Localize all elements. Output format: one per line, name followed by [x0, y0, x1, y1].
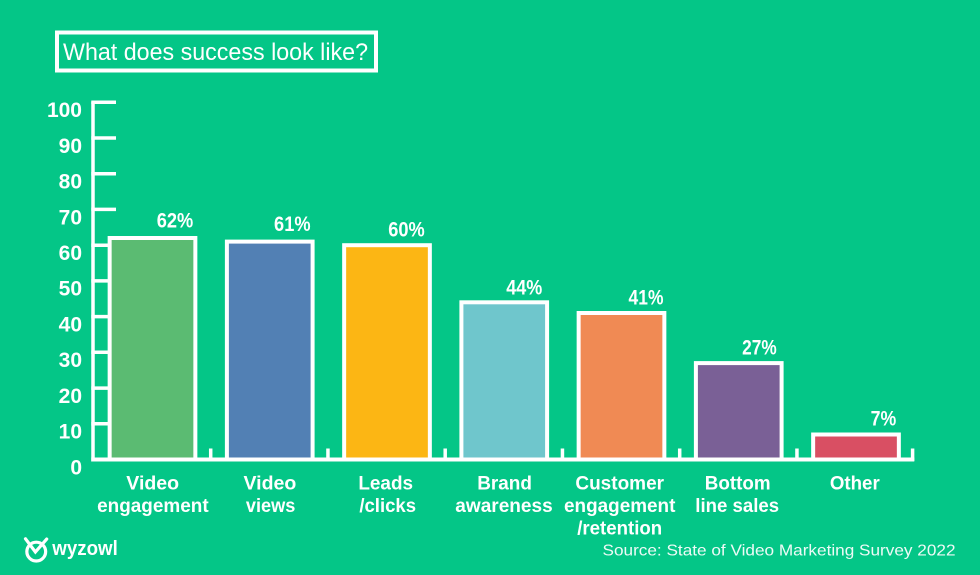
svg-text:100: 100 — [47, 99, 82, 122]
svg-text:/retention: /retention — [577, 519, 662, 540]
svg-text:Other: Other — [830, 474, 880, 495]
svg-text:engagement: engagement — [97, 496, 209, 517]
svg-text:views: views — [246, 496, 296, 517]
svg-text:Leads: Leads — [358, 474, 413, 495]
svg-text:70: 70 — [59, 206, 82, 229]
svg-text:Video: Video — [244, 474, 297, 495]
svg-text:61%: 61% — [274, 213, 311, 236]
svg-text:awareness: awareness — [455, 496, 552, 517]
svg-text:Bottom: Bottom — [705, 474, 771, 495]
svg-text:line sales: line sales — [695, 496, 779, 517]
svg-text:0: 0 — [70, 456, 82, 479]
svg-text:30: 30 — [59, 349, 82, 372]
svg-text:50: 50 — [59, 278, 82, 301]
svg-text:engagement: engagement — [564, 496, 676, 517]
svg-text:90: 90 — [59, 135, 82, 158]
svg-text:Customer: Customer — [575, 474, 664, 495]
svg-text:Source: State of Video Marketi: Source: State of Video Marketing Survey … — [603, 543, 956, 560]
svg-text:wyzowl: wyzowl — [51, 538, 117, 560]
svg-text:20: 20 — [59, 385, 82, 408]
svg-text:Video: Video — [126, 474, 179, 495]
svg-text:62%: 62% — [157, 209, 194, 232]
svg-text:Brand: Brand — [477, 474, 532, 495]
svg-text:10: 10 — [59, 421, 82, 444]
svg-text:80: 80 — [59, 171, 82, 194]
svg-text:7%: 7% — [871, 408, 897, 431]
svg-text:40: 40 — [59, 313, 82, 336]
svg-text:/clicks: /clicks — [359, 496, 416, 517]
svg-text:What does success look like?: What does success look like? — [63, 39, 368, 66]
svg-text:44%: 44% — [506, 276, 542, 299]
svg-text:60: 60 — [59, 242, 82, 265]
svg-text:60%: 60% — [388, 218, 425, 241]
svg-text:27%: 27% — [742, 337, 777, 360]
svg-text:41%: 41% — [629, 287, 664, 310]
